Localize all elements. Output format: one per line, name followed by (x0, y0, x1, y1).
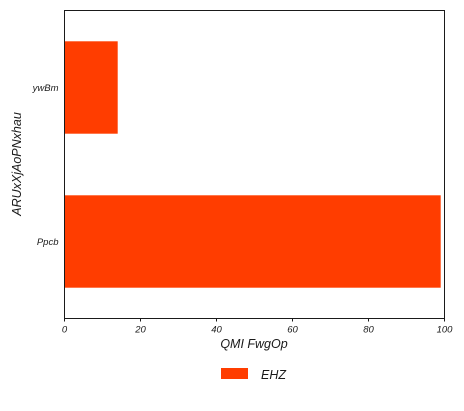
bars-layer (64, 41, 441, 288)
x-tick-label: 0 (62, 325, 68, 336)
legend: EHZ (221, 368, 286, 382)
x-tick-label: 80 (363, 325, 374, 336)
y-tick-label-ywbm: ywBm (32, 83, 59, 94)
x-tick-label: 40 (211, 325, 222, 336)
bar-ppcb (64, 195, 441, 288)
legend-label-ehz: EHZ (261, 368, 286, 382)
legend-swatch-ehz (221, 368, 248, 379)
y-axis-label: ARUxXjAoPNxhau (10, 112, 24, 217)
bar-ywbm (64, 41, 118, 134)
x-tick-label: 100 (437, 325, 454, 336)
x-axis: 0 20 40 60 80 100 (62, 318, 454, 336)
x-tick-label: 20 (134, 325, 146, 336)
plot-area-frame (64, 10, 445, 319)
x-tick-label: 60 (287, 325, 298, 336)
y-tick-label-ppcb: Ppcb (37, 237, 59, 248)
x-axis-label: QMI FwgOp (220, 337, 287, 351)
y-axis: ywBm Ppcb (32, 83, 59, 248)
